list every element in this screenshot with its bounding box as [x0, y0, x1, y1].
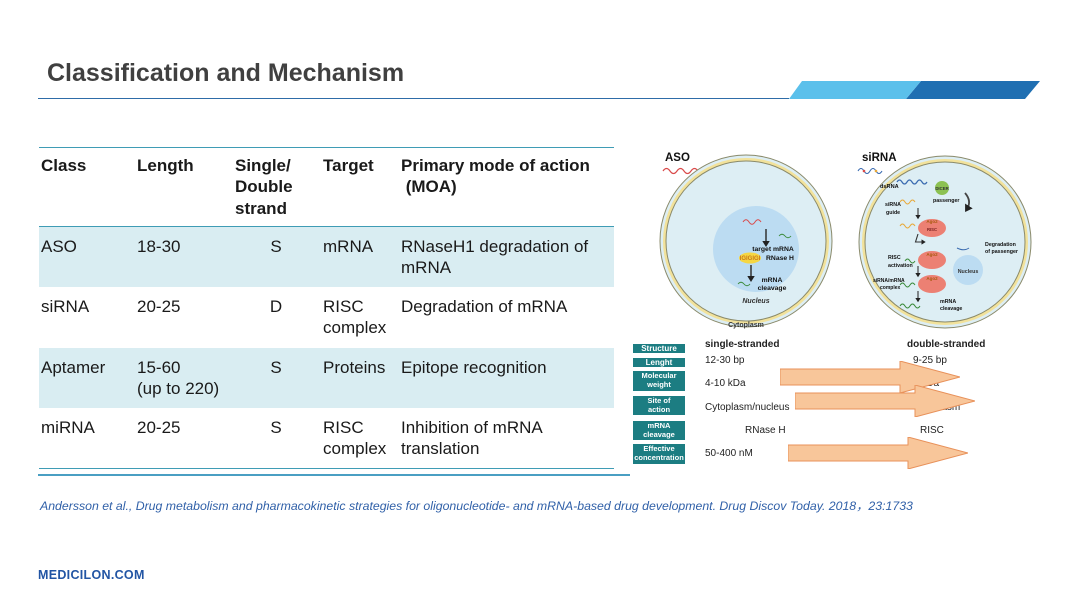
svg-text:of passenger: of passenger: [985, 249, 1018, 255]
svg-text:RNase H: RNase H: [766, 255, 794, 262]
svg-text:activation: activation: [888, 263, 913, 269]
svg-text:guide: guide: [886, 210, 900, 216]
svg-text:RISC: RISC: [888, 255, 901, 261]
svg-text:mRNA: mRNA: [940, 299, 956, 305]
svg-text:Nucleus: Nucleus: [742, 298, 769, 305]
svg-text:Nucleus: Nucleus: [958, 269, 979, 275]
svg-text:passenger: passenger: [933, 198, 960, 204]
svg-text:Cytoplasm: Cytoplasm: [728, 322, 764, 329]
svg-text:target mRNA: target mRNA: [752, 246, 794, 253]
svg-text:DICER: DICER: [935, 186, 949, 191]
svg-text:IGIGIGI: IGIGIGI: [740, 256, 761, 262]
svg-text:mRNA: mRNA: [762, 277, 783, 284]
svg-text:siRNA/mRNA: siRNA/mRNA: [873, 278, 905, 284]
svg-text:Ago2: Ago2: [926, 276, 938, 281]
svg-text:RISC: RISC: [927, 227, 937, 232]
svg-text:siRNA: siRNA: [862, 152, 897, 164]
svg-text:siRNA: siRNA: [885, 202, 901, 208]
svg-text:cleavage: cleavage: [940, 306, 962, 312]
svg-text:complex: complex: [880, 285, 901, 291]
svg-text:cleavage: cleavage: [758, 285, 787, 292]
svg-text:dsRNA: dsRNA: [880, 184, 899, 190]
svg-text:Ago2: Ago2: [926, 219, 938, 224]
svg-text:Ago2: Ago2: [926, 252, 938, 257]
svg-text:ASO: ASO: [665, 152, 690, 164]
svg-text:Degradation: Degradation: [985, 242, 1016, 248]
